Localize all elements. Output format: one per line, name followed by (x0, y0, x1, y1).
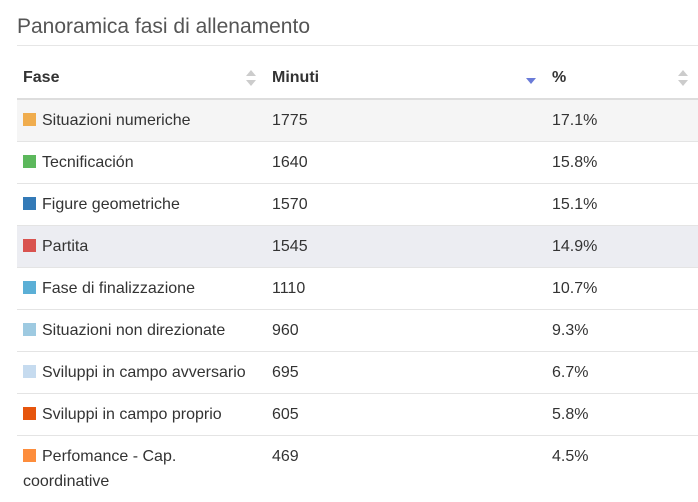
minutes-cell: 1570 (266, 184, 546, 226)
column-header-phase-label: Fase (23, 69, 59, 86)
phase-label: Situazioni numeriche (42, 112, 191, 129)
sort-both-icon (246, 70, 256, 86)
phase-cell: Situazioni non direzionate (17, 310, 266, 352)
column-header-percent[interactable]: % (546, 58, 698, 99)
phase-cell: Perfomance - Cap. coordinative (17, 436, 266, 502)
table-body: Situazioni numeriche 1775 17.1% Tecnific… (17, 99, 698, 502)
percent-cell: 17.1% (546, 99, 698, 142)
table-row: Sviluppi in campo avversario 695 6.7% (17, 352, 698, 394)
minutes-cell: 695 (266, 352, 546, 394)
table-row: Fase di finalizzazione 1110 10.7% (17, 268, 698, 310)
table-row: Partita 1545 14.9% (17, 226, 698, 268)
minutes-cell: 1640 (266, 142, 546, 184)
color-swatch (23, 449, 36, 462)
panel-title: Panoramica fasi di allenamento (17, 13, 310, 41)
color-swatch (23, 323, 36, 336)
minutes-cell: 1775 (266, 99, 546, 142)
phase-cell: Tecnificación (17, 142, 266, 184)
percent-cell: 6.7% (546, 352, 698, 394)
phase-label: Fase di finalizzazione (42, 280, 195, 297)
phase-label: Perfomance - Cap. coordinative (23, 448, 176, 490)
title-divider (17, 45, 698, 46)
phase-label: Tecnificación (42, 154, 134, 171)
phase-cell: Fase di finalizzazione (17, 268, 266, 310)
phase-cell: Sviluppi in campo proprio (17, 394, 266, 436)
color-swatch (23, 407, 36, 420)
table-row: Figure geometriche 1570 15.1% (17, 184, 698, 226)
percent-cell: 4.5% (546, 436, 698, 502)
minutes-cell: 1545 (266, 226, 546, 268)
percent-cell: 15.8% (546, 142, 698, 184)
column-header-minutes[interactable]: Minuti (266, 58, 546, 99)
color-swatch (23, 239, 36, 252)
percent-cell: 14.9% (546, 226, 698, 268)
color-swatch (23, 197, 36, 210)
sort-both-icon (678, 70, 688, 86)
color-swatch (23, 365, 36, 378)
color-swatch (23, 113, 36, 126)
minutes-cell: 1110 (266, 268, 546, 310)
percent-cell: 9.3% (546, 310, 698, 352)
phases-table: Fase Minuti % Situazioni numeriche 1775 … (17, 58, 698, 502)
table-row: Tecnificación 1640 15.8% (17, 142, 698, 184)
table-row: Situazioni non direzionate 960 9.3% (17, 310, 698, 352)
column-header-percent-label: % (552, 69, 566, 86)
phase-cell: Figure geometriche (17, 184, 266, 226)
percent-cell: 10.7% (546, 268, 698, 310)
minutes-cell: 960 (266, 310, 546, 352)
column-header-phase[interactable]: Fase (17, 58, 266, 99)
phase-label: Situazioni non direzionate (42, 322, 225, 339)
table-header-row: Fase Minuti % (17, 58, 698, 99)
minutes-cell: 605 (266, 394, 546, 436)
phase-label: Sviluppi in campo proprio (42, 406, 222, 423)
phase-label: Partita (42, 238, 88, 255)
table-row: Situazioni numeriche 1775 17.1% (17, 99, 698, 142)
phase-cell: Partita (17, 226, 266, 268)
phase-cell: Sviluppi in campo avversario (17, 352, 266, 394)
color-swatch (23, 155, 36, 168)
phase-cell: Situazioni numeriche (17, 99, 266, 142)
sort-descending-icon (526, 70, 536, 86)
column-header-minutes-label: Minuti (272, 69, 319, 86)
percent-cell: 5.8% (546, 394, 698, 436)
percent-cell: 15.1% (546, 184, 698, 226)
table-row: Sviluppi in campo proprio 605 5.8% (17, 394, 698, 436)
table-row: Perfomance - Cap. coordinative 469 4.5% (17, 436, 698, 502)
phase-label: Figure geometriche (42, 196, 180, 213)
color-swatch (23, 281, 36, 294)
minutes-cell: 469 (266, 436, 546, 502)
phase-label: Sviluppi in campo avversario (42, 364, 246, 381)
